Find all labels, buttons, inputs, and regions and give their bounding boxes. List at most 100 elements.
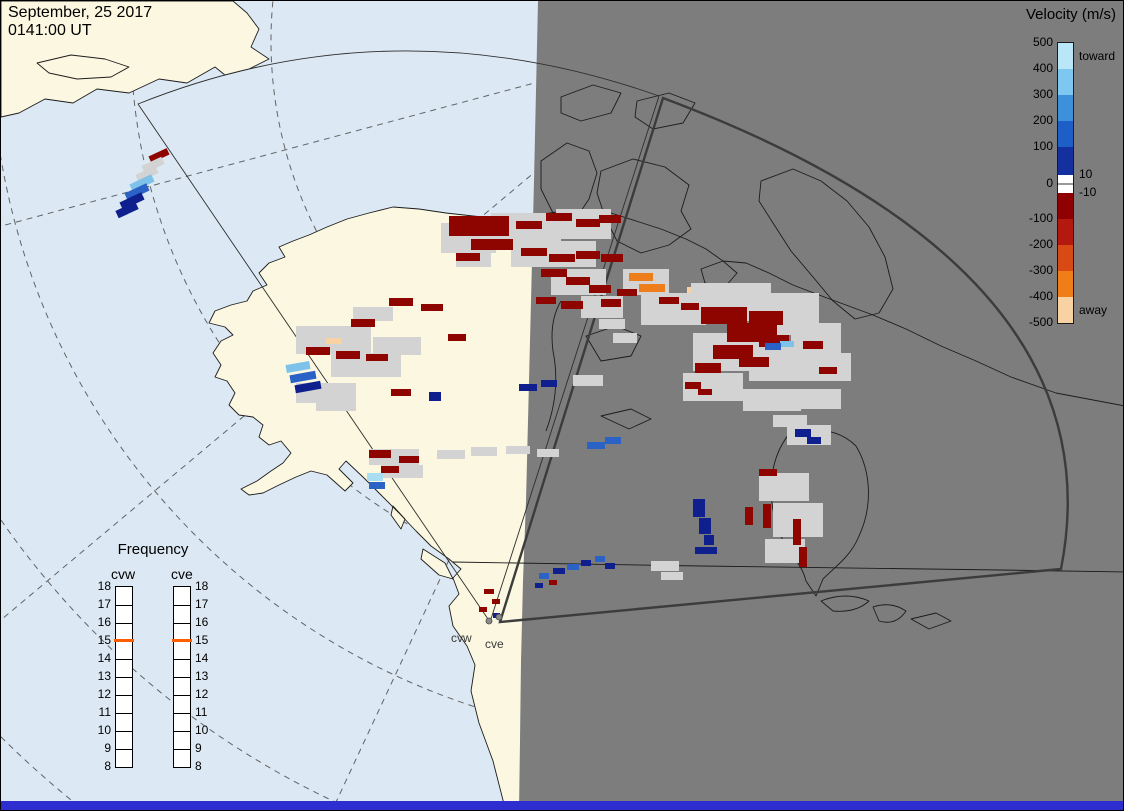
backscatter-cell — [795, 429, 811, 437]
velocity-tick: 500 — [1032, 35, 1053, 49]
backscatter-cell — [537, 449, 559, 457]
colorbar-segment — [1058, 121, 1073, 147]
frequency-ladder-cve — [173, 586, 191, 768]
backscatter-cell — [124, 183, 150, 201]
colorbar-segment — [1058, 193, 1073, 219]
velocity-tick: -200 — [1028, 237, 1053, 251]
backscatter-cell — [739, 357, 769, 367]
backscatter-cell — [561, 301, 583, 309]
colorbar-segment — [1058, 297, 1073, 323]
haida-gwaii — [391, 506, 405, 529]
frequency-tick: 16 — [195, 615, 209, 629]
backscatter-cell — [506, 446, 530, 454]
backscatter-cell — [599, 319, 625, 329]
backscatter-cell — [763, 504, 771, 528]
backscatter-cell — [704, 535, 714, 545]
backscatter-cell — [819, 367, 837, 374]
backscatter-cell — [695, 363, 721, 373]
backscatter-cell — [351, 319, 375, 327]
velocity-legend-title: Velocity (m/s) — [1025, 6, 1116, 23]
backscatter-cell — [773, 415, 807, 427]
backscatter-cell — [576, 219, 600, 227]
backscatter-cell — [581, 560, 591, 566]
backscatter-cell — [759, 469, 777, 476]
frequency-tick: 10 — [97, 723, 111, 737]
backscatter-cell — [745, 507, 753, 525]
velocity-colorbar — [1057, 42, 1074, 324]
backscatter-cell — [698, 389, 712, 395]
backscatter-cell — [135, 165, 159, 183]
fov-outline-cve — [498, 96, 1069, 624]
radar-fov-outlines — [137, 50, 1069, 624]
frequency-legend-title: Frequency — [117, 541, 189, 558]
backscatter-cell — [587, 442, 605, 449]
frequency-cell — [174, 731, 190, 749]
velocity-tick: -300 — [1028, 263, 1053, 277]
backscatter-cell — [381, 466, 399, 473]
backscatter-cell — [539, 573, 549, 579]
backscatter-cell — [492, 599, 500, 604]
backscatter-cell — [566, 277, 590, 285]
backscatter-cell — [549, 580, 557, 585]
colorbar-segment — [1058, 69, 1073, 95]
frequency-scale-cve: cve 18 17 16 15 14 13 12 11 10 9 8 — [165, 564, 231, 774]
frequency-tick: 17 — [97, 597, 111, 611]
frequency-column-label-cvw: cvw — [111, 566, 136, 582]
backscatter-cell — [780, 341, 794, 347]
backscatter-cell — [693, 499, 705, 517]
velocity-legend: Velocity (m/s) 500 400 300 200 100 0 -100 -200 -… — [999, 6, 1119, 342]
radar-label-cve: cve — [485, 637, 504, 651]
radar-label-cvw: cvw — [451, 631, 472, 645]
backscatter-cell — [605, 437, 621, 444]
velocity-tick: toward — [1079, 49, 1116, 63]
frequency-cell — [116, 677, 132, 695]
frequency-tick: 15 — [97, 633, 111, 647]
frequency-tick: 10 — [195, 723, 209, 737]
backscatter-cell — [695, 547, 717, 554]
backscatter-cell — [471, 239, 513, 250]
frequency-tick: 8 — [195, 759, 202, 773]
bottom-blue-bar — [1, 801, 1123, 810]
backscatter-cell — [373, 337, 421, 355]
frequency-cell — [174, 695, 190, 713]
frequency-cell — [174, 605, 190, 623]
backscatter-cell — [353, 307, 393, 321]
backscatter-cell — [765, 343, 781, 350]
frequency-scale-cvw: cvw 18 17 16 15 14 13 12 11 10 9 8 — [87, 564, 153, 774]
backscatter-cell — [369, 450, 391, 458]
frequency-cell — [174, 623, 190, 641]
backscatter-cell — [516, 221, 542, 229]
frequency-cell — [116, 659, 132, 677]
backscatter-cell — [541, 380, 557, 387]
radar-site-dot-cve — [495, 613, 503, 621]
frequency-cell — [116, 695, 132, 713]
backscatter-cell — [148, 148, 170, 163]
frequency-tick: 14 — [195, 651, 209, 665]
frequency-tick: 16 — [97, 615, 111, 629]
backscatter-cell — [661, 572, 683, 580]
frequency-tick: 11 — [98, 705, 111, 719]
backscatter-cell — [366, 354, 388, 361]
backscatter-cell — [567, 564, 579, 570]
frequency-cell — [174, 587, 190, 605]
frequency-tick: 13 — [97, 669, 111, 683]
backscatter-cell — [367, 473, 383, 481]
frequency-marker — [172, 639, 192, 642]
backscatter-cell — [546, 213, 572, 221]
great-lakes-outline — [820, 595, 952, 630]
frequency-legend: Frequency cvw 18 17 16 15 14 13 12 11 10 9 8 cve 1… — [87, 541, 221, 783]
frequency-ladder-cvw — [115, 586, 133, 768]
backscatter-cell — [613, 333, 637, 343]
frequency-cell — [116, 605, 132, 623]
backscatter-cell — [289, 370, 317, 384]
frequency-cell — [116, 749, 132, 767]
frequency-tick: 14 — [97, 651, 111, 665]
backscatter-cell — [535, 583, 543, 588]
backscatter-cell — [685, 382, 701, 389]
colorbar-segment — [1058, 245, 1073, 271]
frequency-columns: cvw 18 17 16 15 14 13 12 11 10 9 8 cve 18 17 16 15 14 1… — [87, 564, 221, 774]
backscatter-cell — [629, 273, 653, 281]
mackenzie-river — [545, 300, 562, 432]
